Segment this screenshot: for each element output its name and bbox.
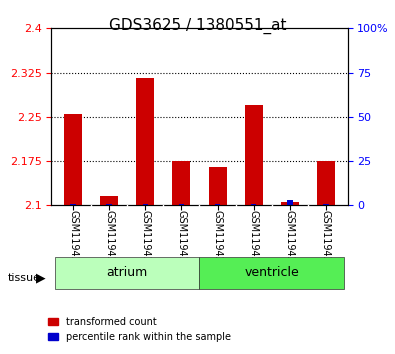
Text: GSM119422: GSM119422 <box>68 210 78 269</box>
Text: GSM119428: GSM119428 <box>285 210 295 269</box>
Bar <box>172 161 190 205</box>
Text: ventricle: ventricle <box>245 266 299 279</box>
Text: GSM119424: GSM119424 <box>140 210 150 269</box>
Text: GSM119423: GSM119423 <box>104 210 114 269</box>
Bar <box>281 202 299 205</box>
FancyBboxPatch shape <box>55 257 199 289</box>
Text: GSM119425: GSM119425 <box>177 210 186 269</box>
Text: GSM119427: GSM119427 <box>249 210 259 269</box>
Text: atrium: atrium <box>107 266 148 279</box>
Legend: transformed count, percentile rank within the sample: transformed count, percentile rank withi… <box>44 313 235 346</box>
Text: ▶: ▶ <box>36 272 45 284</box>
Bar <box>209 167 227 205</box>
Text: tissue: tissue <box>8 273 41 283</box>
Bar <box>100 196 118 205</box>
Text: GSM119426: GSM119426 <box>213 210 222 269</box>
Bar <box>317 161 335 205</box>
Bar <box>64 114 82 205</box>
Bar <box>245 105 263 205</box>
Bar <box>287 200 293 205</box>
FancyBboxPatch shape <box>199 257 344 289</box>
Bar <box>136 79 154 205</box>
Text: GSM119429: GSM119429 <box>321 210 331 269</box>
Text: GDS3625 / 1380551_at: GDS3625 / 1380551_at <box>109 18 286 34</box>
